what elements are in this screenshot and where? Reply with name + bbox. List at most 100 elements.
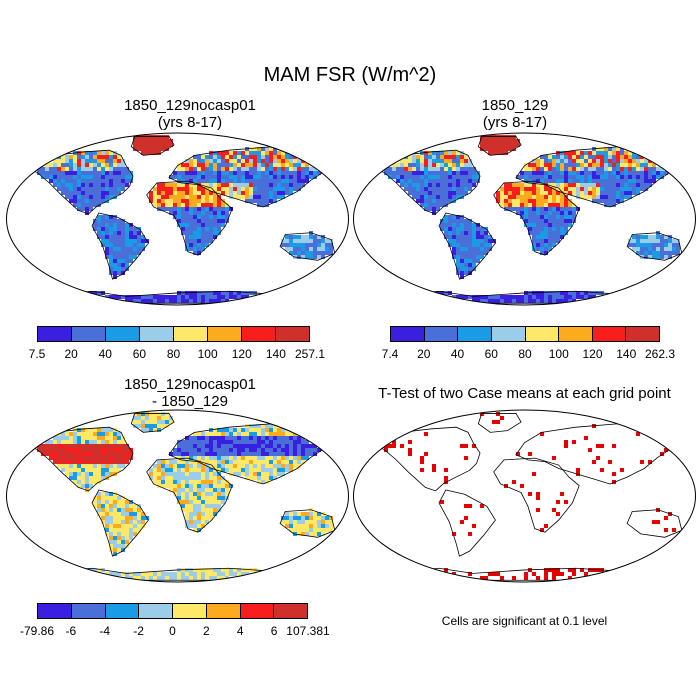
colorbar-swatch — [140, 327, 174, 341]
map-field — [384, 412, 676, 580]
colorbar-case1 — [37, 326, 310, 342]
panel-title-case2: 1850_129 (yrs 8-17) — [355, 97, 675, 131]
coastline-africa — [146, 180, 233, 256]
map-field — [384, 135, 680, 303]
map-case1 — [6, 132, 349, 306]
map-border — [353, 409, 696, 583]
map-difference — [6, 409, 349, 583]
colorbar-swatch — [105, 604, 140, 618]
colorbar-tick-label: 7.4 — [381, 347, 399, 361]
colorbar-tick-label: 6 — [270, 624, 278, 638]
colorbar-swatch — [72, 327, 106, 341]
colorbar-tick-label: 80 — [518, 347, 532, 361]
coastline-australia — [626, 232, 683, 261]
coastline-africa — [146, 457, 233, 533]
colorbar-swatch — [208, 327, 242, 341]
map-ttest — [353, 409, 696, 583]
coastline-greenland — [477, 413, 522, 433]
colorbar-swatch — [106, 327, 140, 341]
colorbar-tick-label: 80 — [166, 347, 181, 361]
colorbar-swatch — [206, 604, 241, 618]
colorbar-tick-label: 4 — [236, 624, 244, 638]
colorbar-swatch — [592, 327, 627, 341]
colorbar-swatch — [274, 604, 307, 618]
colorbar-tick-label: 40 — [98, 347, 112, 361]
coastline-namerica — [365, 426, 481, 492]
significance-note: Cells are significant at 0.1 level — [441, 614, 608, 628]
coastline-australia — [279, 509, 336, 538]
colorbar-tick-label: 7.5 — [28, 347, 46, 361]
colorbar-tick-label: 140 — [265, 347, 286, 361]
map-border — [6, 132, 349, 306]
colorbar-tick-label: 40 — [450, 347, 465, 361]
map-field — [37, 412, 333, 580]
coastline-namerica — [365, 149, 481, 215]
map-border — [6, 409, 349, 583]
colorbar-tick-label: -79.86 — [19, 624, 55, 638]
colorbar-tick-label: -4 — [99, 624, 111, 638]
panel-title-case1: 1850_129nocasp01 (yrs 8-17) — [30, 97, 350, 131]
panel-title-diff-line2: - 1850_129 — [152, 393, 228, 410]
colorbar-tick-label: 120 — [231, 347, 252, 361]
colorbar-tick-label: 2 — [203, 624, 210, 638]
colorbar-tick-label: 20 — [417, 347, 431, 361]
colorbar-swatch — [38, 604, 72, 618]
coastline-eurasia — [515, 146, 688, 208]
coastline-antarctica — [377, 567, 672, 581]
panel-title-ttest: T-Test of two Case means at each grid po… — [378, 385, 671, 402]
coastline-samerica — [438, 212, 496, 280]
coastline-greenland — [130, 413, 175, 433]
coastline-greenland — [477, 136, 522, 156]
colorbar-tick-label: 100 — [548, 347, 569, 361]
colorbar-swatch — [626, 327, 659, 341]
colorbar-tick-label: 257.1 — [294, 347, 326, 361]
coastline-greenland — [130, 136, 175, 156]
coastline-samerica — [91, 489, 149, 557]
coastline-africa — [493, 180, 580, 256]
coastline-samerica — [438, 489, 496, 557]
panel-title-case1-line2: (yrs 8-17) — [157, 114, 223, 131]
figure-title: MAM FSR (W/m^2) — [263, 64, 437, 86]
colorbar-swatch — [525, 327, 560, 341]
colorbar-tick-label: 120 — [582, 347, 603, 361]
colorbar-swatch — [173, 604, 207, 618]
colorbar-swatch — [276, 327, 309, 341]
colorbar-difference — [37, 603, 308, 619]
colorbar-swatch — [491, 327, 526, 341]
colorbar-tick-label: 60 — [484, 347, 498, 361]
colorbar-swatch — [559, 327, 593, 341]
colorbar-tick-label: 262.3 — [644, 347, 676, 361]
colorbar-tick-label: 140 — [616, 347, 637, 361]
coastline-eurasia — [168, 146, 341, 208]
map-case2 — [353, 132, 696, 306]
colorbar-swatch — [242, 327, 276, 341]
colorbar-swatch — [391, 327, 425, 341]
map-field — [37, 135, 333, 303]
panel-title-case2-line2: (yrs 8-17) — [482, 114, 548, 131]
colorbar-case2 — [390, 326, 660, 342]
panel-title-diff-line1: 1850_129nocasp01 — [124, 376, 256, 393]
coastline-samerica — [91, 212, 149, 280]
coastline-namerica — [18, 149, 134, 215]
coastline-antarctica — [30, 567, 325, 581]
colorbar-tick-label: -2 — [133, 624, 144, 638]
colorbar-swatch — [424, 327, 459, 341]
coastline-australia — [626, 509, 683, 538]
panel-title-diff: 1850_129nocasp01 - 1850_129 — [30, 376, 350, 410]
coastline-eurasia — [168, 423, 341, 485]
colorbar-tick-label: 100 — [197, 347, 218, 361]
colorbar-swatch — [139, 604, 173, 618]
colorbar-tick-label: 60 — [132, 347, 147, 361]
colorbar-tick-label: 20 — [64, 347, 78, 361]
colorbar-swatch — [458, 327, 492, 341]
colorbar-swatch — [240, 604, 275, 618]
coastline-antarctica — [377, 290, 672, 304]
panel-title-case1-line1: 1850_129nocasp01 — [124, 97, 256, 114]
panel-title-case2-line1: 1850_129 — [481, 97, 549, 114]
colorbar-swatch — [38, 327, 72, 341]
coastline-eurasia — [515, 423, 688, 485]
coastline-antarctica — [30, 290, 325, 304]
colorbar-tick-label: -6 — [65, 624, 77, 638]
colorbar-swatch — [174, 327, 208, 341]
coastline-australia — [279, 232, 336, 261]
